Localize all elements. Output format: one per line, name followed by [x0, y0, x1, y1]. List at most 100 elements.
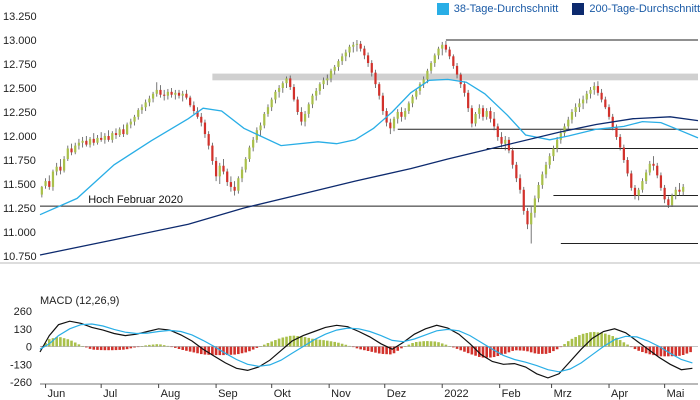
macd-hist-bar-pos — [574, 336, 577, 347]
macd-hist-bar-neg — [463, 346, 466, 352]
x-tick-label: Okt — [274, 388, 291, 400]
candle-body — [574, 107, 577, 112]
candle-down — [222, 159, 225, 175]
macd-hist-bar-neg — [674, 346, 678, 357]
candle-body — [637, 189, 640, 196]
macd-hist-bar-neg — [110, 346, 114, 351]
candle-body — [103, 136, 106, 140]
macd-hist-bar-neg — [641, 346, 644, 353]
macd-hist-bar-neg — [555, 346, 559, 350]
macd-hist-bar-neg — [678, 346, 681, 356]
candle-body — [656, 165, 659, 176]
candle-body — [307, 104, 310, 114]
y-tick-label: 11.750 — [3, 155, 36, 167]
candle-up — [259, 122, 262, 136]
macd-hist-bar-neg — [548, 346, 552, 353]
candle-up — [311, 93, 314, 109]
macd-hist-bar-neg — [366, 346, 370, 352]
candle-down — [496, 123, 499, 141]
macd-hist-bar-neg — [103, 346, 107, 351]
macd-hist-bar-neg — [685, 346, 689, 354]
macd-hist-bar-neg — [522, 346, 526, 351]
candle-down — [289, 75, 292, 90]
y-tick-label: 12.500 — [3, 83, 37, 95]
candle-up — [252, 136, 255, 152]
candle-up — [337, 59, 340, 71]
candle-body — [270, 99, 273, 108]
candle-body — [289, 78, 292, 88]
candle-body — [222, 165, 225, 172]
macd-hist-bar-pos — [429, 341, 433, 347]
candle-body — [485, 111, 488, 117]
macd-hist-bar-neg — [129, 346, 133, 349]
candle-up — [478, 104, 481, 119]
y-tick-label: 12.750 — [3, 59, 37, 71]
x-tick-label: Dez — [387, 388, 407, 400]
candle-down — [207, 131, 210, 150]
x-tick-label: Apr — [611, 388, 628, 400]
macd-hist-bar-pos — [292, 335, 296, 347]
candle-down — [214, 157, 218, 182]
candle-body — [467, 92, 470, 109]
candle-body — [200, 116, 203, 123]
macd-hist-bar-neg — [503, 346, 507, 354]
candle-down — [292, 84, 296, 102]
candle-body — [148, 98, 151, 103]
candle-up — [74, 142, 77, 155]
price-panel: 13.250 13.000 12.750 12.500 12.250 12.000 11.7… — [0, 11, 700, 264]
candle-body — [633, 187, 637, 196]
macd-hist-bar-pos — [329, 341, 333, 347]
candle-body — [322, 80, 325, 85]
candle-up — [396, 109, 399, 124]
candle-body — [674, 189, 677, 196]
macd-hist-bar-pos — [162, 345, 166, 347]
candle-up — [270, 97, 273, 112]
macd-panel: MACD (12,26,9) 260 130 0 -130 -260 — [10, 295, 698, 389]
candle-up — [55, 162, 58, 176]
candle-body — [389, 122, 392, 129]
candle-up — [589, 87, 592, 99]
candle-body — [604, 99, 607, 108]
candle-up — [674, 186, 677, 200]
candle-down — [489, 107, 492, 123]
candle-body — [85, 140, 88, 145]
candle-up — [88, 136, 92, 148]
candle-down — [189, 95, 192, 108]
candle-down — [526, 208, 529, 230]
macd-hist-bar-neg — [477, 346, 481, 357]
candle-down — [114, 128, 118, 139]
candle-up — [118, 127, 121, 137]
candle-body — [344, 52, 347, 57]
candle-body — [163, 94, 166, 96]
candle-body — [374, 72, 377, 85]
candle-body — [619, 136, 622, 148]
macd-hist-bar-pos — [314, 339, 318, 347]
candle-down — [652, 156, 655, 171]
candle-body — [537, 184, 540, 199]
candle-down — [366, 52, 370, 67]
candle-up — [544, 161, 548, 179]
candle-body — [496, 126, 499, 137]
sma38-line — [39, 78, 699, 216]
candle-up — [277, 85, 281, 98]
candle-up — [181, 90, 184, 102]
macd-hist-bar-pos — [414, 341, 418, 347]
macd-hist-bar-pos — [70, 340, 73, 347]
candle-body — [452, 56, 455, 66]
candle-down — [389, 118, 392, 135]
macd-hist-bar-neg — [118, 346, 122, 350]
candle-body — [166, 91, 170, 96]
macd-hist-bar-neg — [659, 346, 663, 357]
candle-down — [448, 46, 451, 60]
macd-hist-bar-pos — [144, 345, 147, 347]
candle-body — [533, 198, 537, 213]
macd-hist-bar-neg — [351, 346, 355, 348]
candle-down — [192, 101, 195, 114]
candle-body — [463, 84, 466, 93]
macd-hist-bar-neg — [92, 346, 96, 350]
candle-up — [682, 184, 685, 196]
macd-hist-bar-pos — [600, 332, 603, 347]
candle-body — [381, 95, 385, 112]
candle-up — [355, 40, 359, 52]
macd-hist-bar-neg — [255, 346, 259, 348]
